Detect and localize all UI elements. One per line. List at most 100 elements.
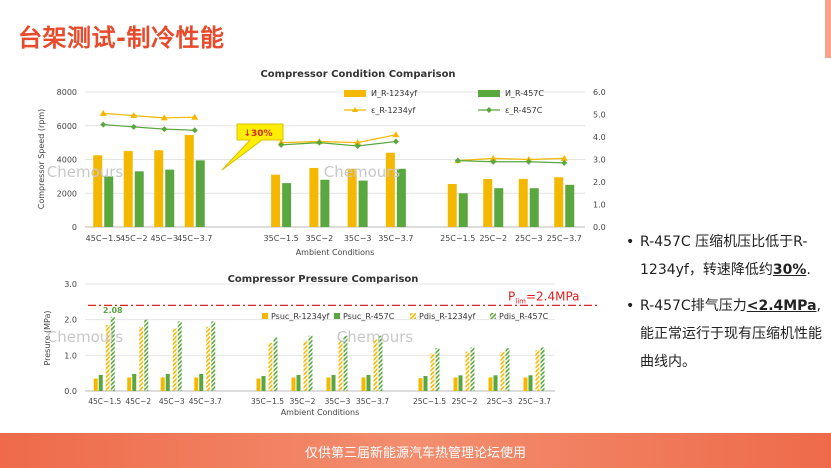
chart2-bar-psuc-r457c bbox=[98, 374, 103, 391]
page-title: 台架测试-制冷性能 bbox=[18, 24, 225, 52]
chart1-point-r1234yf bbox=[560, 154, 568, 161]
chart1-point-r457c bbox=[354, 143, 361, 149]
chart1-line-r1234yf bbox=[103, 112, 195, 119]
chart1-title: Compressor Condition Comparison bbox=[260, 69, 455, 80]
chart1-y2tick: 4.0 bbox=[593, 133, 606, 142]
chart2-bar-psuc-r457c bbox=[132, 373, 137, 391]
chart2-bar-psuc-r457c bbox=[165, 373, 170, 391]
chart2-legend-label: Psuc_R-1234yf bbox=[271, 312, 330, 321]
chart1-point-r1234yf bbox=[392, 131, 400, 138]
chart2-bar-pdis-r1234yf bbox=[338, 341, 343, 391]
chart2-legend-swatch bbox=[262, 313, 268, 319]
chart1-bar-r457c bbox=[494, 188, 504, 227]
chart2-bar-pdis-r457c bbox=[435, 348, 440, 391]
chart2-legend-label: Psuc_R-457C bbox=[343, 312, 395, 321]
pressure-chart: Compressor Pressure Comparison 0.0 1.0 2.0 3… bbox=[43, 274, 600, 417]
chart1-point-r1234yf bbox=[130, 112, 138, 119]
chart1-y2tick: 5.0 bbox=[593, 111, 606, 120]
chart2-xtick: 25C−3.7 bbox=[518, 397, 551, 406]
chart1-point-r457c bbox=[525, 158, 532, 165]
chart2-xtick: 25C−3 bbox=[487, 397, 513, 406]
chart2-legend-label: Pdis_R-457C bbox=[499, 312, 549, 321]
chart2-bar-psuc-r1234yf bbox=[488, 377, 493, 391]
chart2-bar-psuc-r1234yf bbox=[418, 378, 423, 391]
chart1-y2label: Pressure Ratio bbox=[618, 130, 620, 187]
chart2-ytick: 3.0 bbox=[64, 280, 77, 289]
chart1-line-r457c bbox=[457, 160, 565, 164]
chart2-bar-psuc-r1234yf bbox=[453, 377, 458, 391]
chart1-point-r1234yf bbox=[191, 113, 199, 120]
chart1-point-r1234yf bbox=[489, 154, 497, 161]
chart2-bar-pdis-r457c bbox=[144, 319, 149, 391]
chart2-ytick: 0.0 bbox=[64, 387, 77, 396]
chart1-xtick: 45C−3.7 bbox=[177, 234, 212, 243]
chart2-legend-swatch bbox=[410, 313, 416, 319]
chart1-bar-r457c bbox=[358, 180, 368, 227]
chart2-xtick: 45C−3 bbox=[159, 397, 185, 406]
chart2-xtick: 35C−3.7 bbox=[356, 397, 389, 406]
chart2-bar-psuc-r457c bbox=[261, 376, 266, 391]
chart2-bar-psuc-r457c bbox=[458, 375, 463, 391]
chart1-line-r1234yf bbox=[457, 157, 565, 162]
chart1-xtick: 35C−1.5 bbox=[264, 234, 299, 243]
chart2-xtick: 25C−1.5 bbox=[413, 397, 446, 406]
chart2-bar-pdis-r457c bbox=[308, 335, 313, 391]
chart1-ytick: 4000 bbox=[57, 156, 77, 165]
watermark: Chemours bbox=[47, 163, 124, 181]
chart1-bar-r457c bbox=[195, 160, 205, 227]
chart1-xtick: 25C−2 bbox=[479, 234, 507, 243]
chart2-bar-pdis-r1234yf bbox=[303, 341, 308, 391]
chart1-bar-r1234yf bbox=[483, 178, 493, 227]
chart1-ytick: 0 bbox=[72, 223, 77, 232]
chart1-bar-r457c bbox=[134, 171, 144, 227]
chart2-bar-psuc-r1234yf bbox=[160, 377, 165, 391]
chart2-bar-pdis-r457c bbox=[110, 316, 115, 391]
chart1-xtick: 45C−2 bbox=[120, 234, 148, 243]
chart2-legend-label: Pdis_R-1234yf bbox=[419, 312, 476, 321]
chart2-bar-pdis-r1234yf bbox=[535, 349, 540, 391]
watermark: Chemours bbox=[337, 328, 414, 346]
chart1-point-r1234yf bbox=[354, 139, 362, 146]
bullet-speed-value: 30% bbox=[772, 262, 807, 278]
chart2-bar-pdis-r1234yf bbox=[206, 326, 211, 391]
chart2-xtick: 45C−3.7 bbox=[189, 397, 222, 406]
footer-text: 仅供第三届新能源汽车热管理论坛使用 bbox=[304, 446, 526, 461]
chart2-xtick: 45C−1.5 bbox=[88, 397, 121, 406]
chart2-bar-psuc-r457c bbox=[366, 374, 371, 391]
chart1-xtick: 35C−2 bbox=[306, 234, 334, 243]
chart1-bar-r1234yf bbox=[184, 135, 194, 227]
chart1-xtick: 25C−3 bbox=[515, 234, 543, 243]
chart1-legend-label: ε_R-1234yf bbox=[371, 106, 416, 115]
chart2-bar-psuc-r1234yf bbox=[361, 377, 366, 391]
chart1-xtick: 35C−3.7 bbox=[378, 234, 413, 243]
chart2-bar-pdis-r457c bbox=[177, 321, 182, 391]
chart2-ytick: 1.0 bbox=[64, 351, 77, 360]
bullet-pressure-text: R-457C排气压力 bbox=[640, 298, 747, 314]
chart1-xtick: 45C−3 bbox=[150, 234, 178, 243]
chart2-xtick: 35C−3 bbox=[325, 397, 351, 406]
chart1-point-r457c bbox=[454, 157, 461, 164]
bullet-speed-end: . bbox=[806, 262, 811, 278]
bullet-pressure-value: <2.4MPa bbox=[746, 298, 817, 314]
chart2-bar-pdis-r1234yf bbox=[268, 342, 273, 391]
chart1-ylabel: Compressor Speed (rpm) bbox=[37, 109, 46, 209]
chart2-bar-psuc-r457c bbox=[199, 373, 204, 391]
chart1-bar-r457c bbox=[529, 188, 539, 227]
chart2-bar-psuc-r457c bbox=[528, 375, 533, 391]
watermark: Chemours bbox=[47, 328, 124, 346]
chart1-point-r457c bbox=[130, 123, 137, 130]
chart1-bar-r1234yf bbox=[309, 167, 319, 227]
chart1-ytick: 8000 bbox=[57, 88, 77, 97]
chart1-point-r1234yf bbox=[99, 109, 107, 116]
chart1-bar-r1234yf bbox=[154, 150, 164, 227]
chart1-bar-r1234yf bbox=[518, 178, 528, 227]
chart2-title: Compressor Pressure Comparison bbox=[228, 274, 419, 285]
chart2-limit-label: Plim=2.4MPa bbox=[508, 289, 580, 305]
chart1-point-r457c bbox=[316, 139, 323, 146]
chart2-data-label: 2.08 bbox=[103, 306, 123, 315]
chart1-y2tick: 2.0 bbox=[593, 178, 606, 187]
chart1-legend-swatch bbox=[478, 90, 500, 97]
chart1-legend-swatch bbox=[344, 90, 366, 97]
chart1-y2tick: 3.0 bbox=[593, 156, 606, 165]
chart2-bar-psuc-r457c bbox=[296, 374, 301, 391]
